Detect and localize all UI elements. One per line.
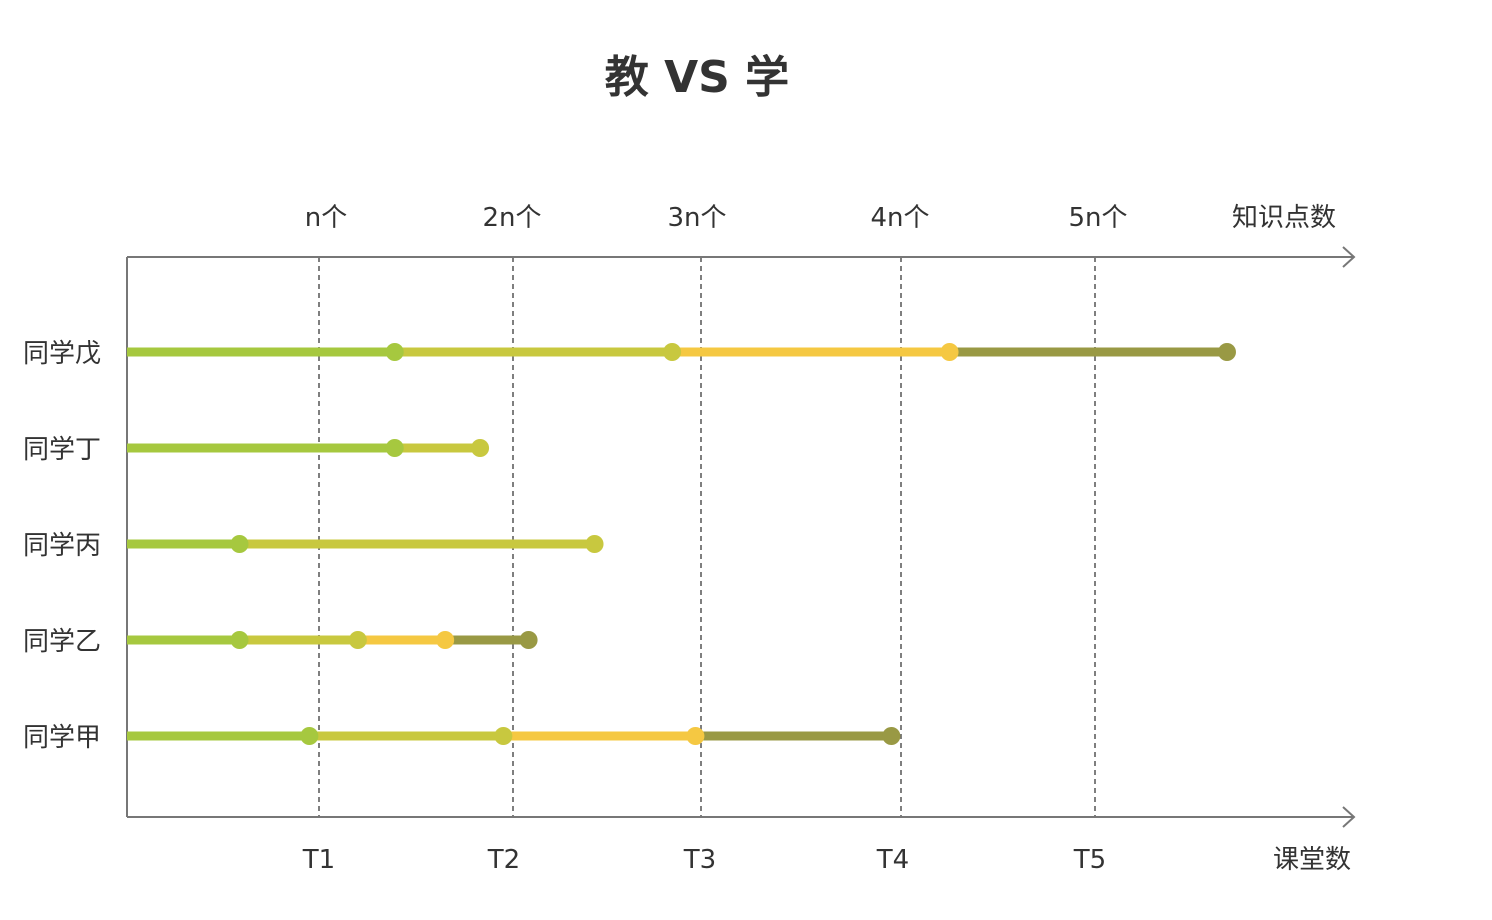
bottom-axis-label: 课堂数 (1273, 845, 1351, 875)
bottom-tick-label: T2 (487, 845, 520, 875)
series-point (300, 727, 319, 745)
series-row: 同学乙 (23, 627, 538, 657)
bottom-tick-label: T4 (876, 845, 909, 875)
top-tick-label: 2n个 (482, 203, 541, 233)
series-point (230, 535, 249, 553)
series-point (686, 727, 705, 745)
series-row: 同学丙 (23, 531, 604, 561)
top-tick-label: n个 (305, 203, 347, 233)
series-point (1217, 343, 1236, 361)
series-point (348, 631, 367, 649)
top-axis-label: 知识点数 (1232, 203, 1336, 233)
series-label: 同学乙 (23, 627, 101, 657)
series-point (494, 727, 513, 745)
top-tick-labels: n个 2n个 3n个 4n个 5n个 (305, 203, 1128, 233)
bottom-tick-label: T3 (683, 845, 716, 875)
series-label: 同学戊 (23, 339, 101, 369)
series-label: 同学甲 (23, 723, 101, 753)
series-point (663, 343, 682, 361)
series-label: 同学丁 (23, 435, 101, 465)
series-point (519, 631, 538, 649)
bottom-axis-arrow (1342, 806, 1356, 828)
bottom-tick-labels: T1 T2 T3 T4 T5 (302, 845, 1106, 875)
bottom-tick-label: T1 (302, 845, 335, 875)
top-axis-arrow (1342, 246, 1356, 268)
series-row: 同学戊 (23, 339, 1236, 369)
series-label: 同学丙 (23, 531, 101, 561)
series-row: 同学丁 (23, 435, 490, 465)
top-tick-label: 5n个 (1068, 203, 1127, 233)
bottom-tick-label: T5 (1073, 845, 1106, 875)
series-point (436, 631, 455, 649)
series-point (385, 439, 404, 457)
series-point (940, 343, 959, 361)
series-point (471, 439, 490, 457)
series-point (585, 535, 604, 553)
series-point (385, 343, 404, 361)
series-point (230, 631, 249, 649)
series-point (882, 727, 901, 745)
top-tick-label: 4n个 (870, 203, 929, 233)
series-row: 同学甲 (23, 723, 901, 753)
chart-title: 教 VS 学 (605, 52, 789, 103)
top-tick-label: 3n个 (667, 203, 726, 233)
